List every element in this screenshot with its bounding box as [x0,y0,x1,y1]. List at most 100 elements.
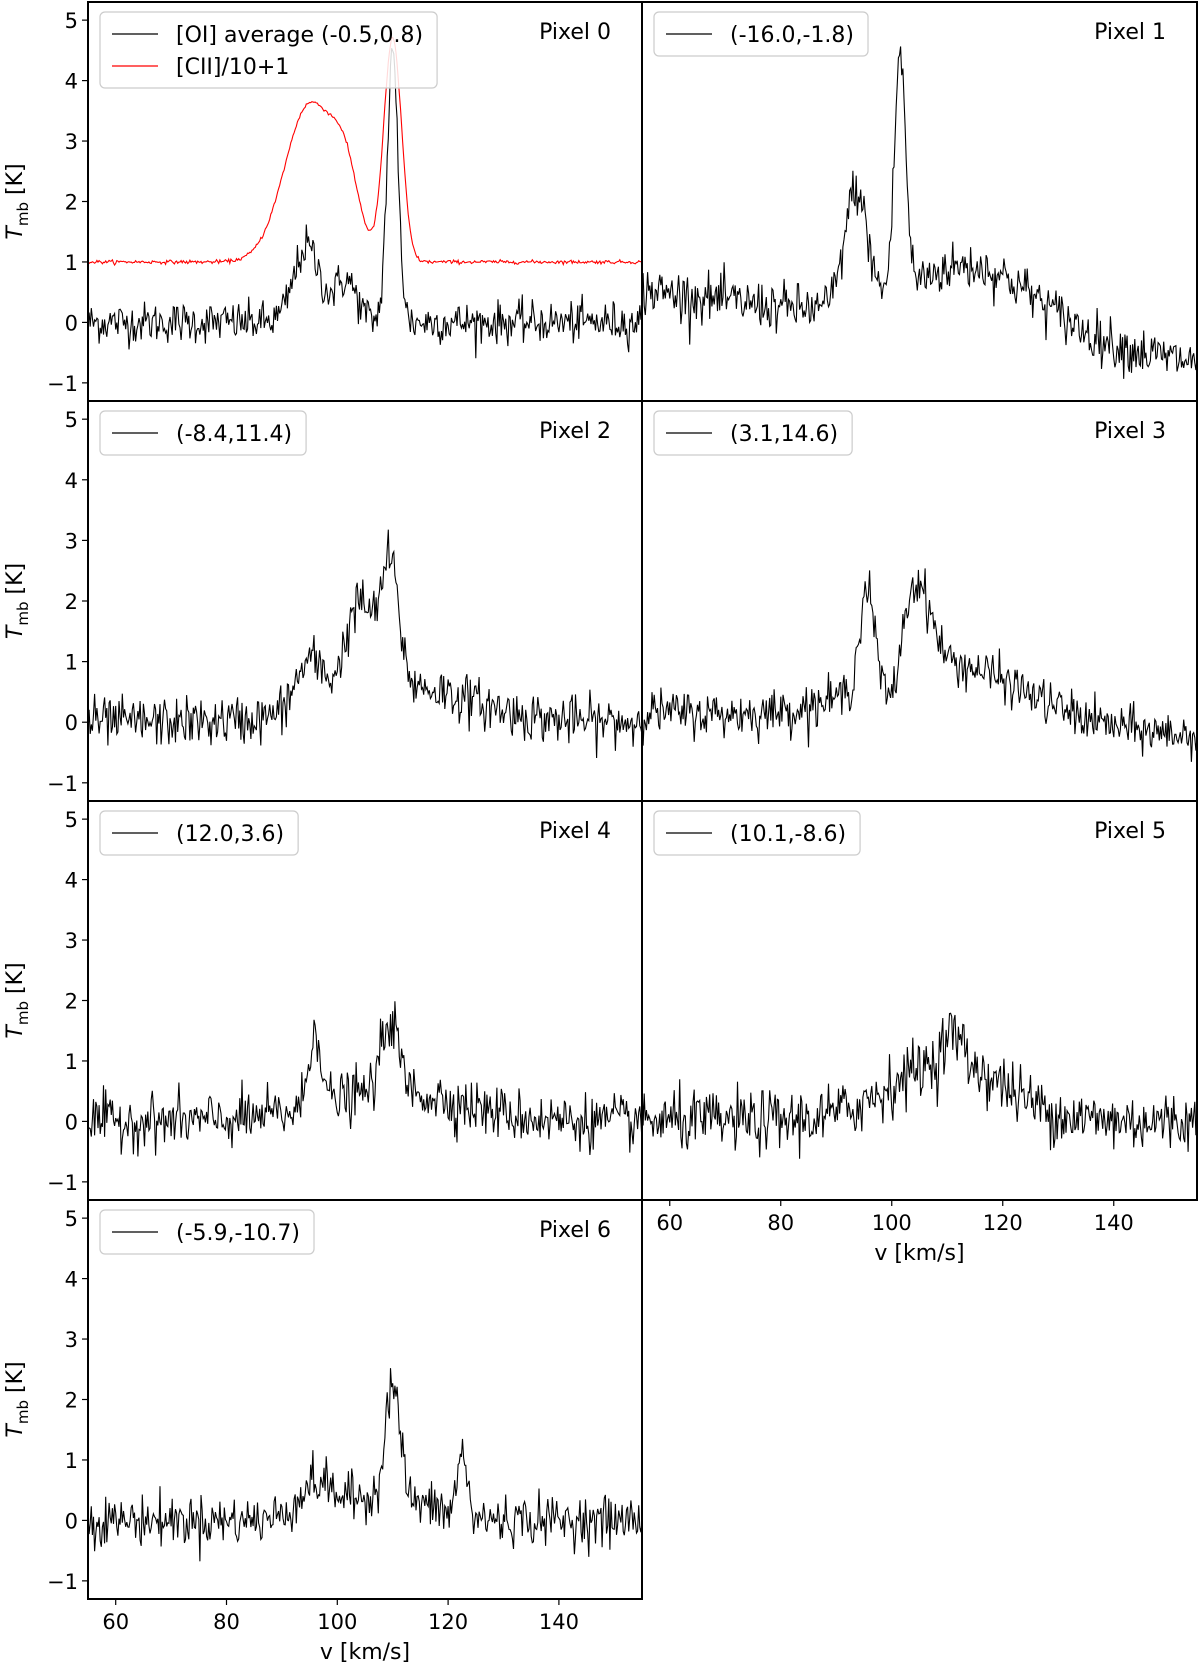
y-tick-label: 2 [65,191,78,215]
legend-box [653,11,869,57]
spectra-lines [88,36,642,359]
panel-pixel-5: 60 80 100 120 140 v [km/s] Pixel 5 (10.1,-8.6) [641,800,1198,1266]
panel-frame [87,1199,643,1600]
y-tick-label: 5 [65,1207,78,1231]
y-tick-label: 4 [65,469,78,493]
series-line-0 [642,46,1197,379]
series-line-0 [88,1001,642,1157]
y-axis-label: Tmb [K] [3,563,32,639]
legend-box [653,410,853,456]
y-tick-label: 2 [65,590,78,614]
panel-pixel-0: −1 0 1 2 3 4 5 Tmb [K] Pixel 0 [OI] average (-0.5… [3,1,643,402]
x-axis-label: v [km/s] [874,1241,964,1266]
y-tick-label: 3 [65,529,78,553]
x-tick-label: 100 [872,1211,912,1235]
y-tick-label: 5 [65,808,78,832]
spectra-lines [88,529,642,759]
legend-box [99,1209,315,1255]
pixel-label: Pixel 4 [539,819,611,844]
series-line-0 [642,1012,1197,1159]
x-tick-label: 100 [317,1610,357,1634]
panel-frame [641,800,1198,1201]
y-tick-label: 2 [65,1389,78,1413]
legend: [OI] average (-0.5,0.8) [CII]/10+1 [99,11,438,89]
panel-frame [641,1,1198,402]
y-tick-label: −1 [47,1570,78,1594]
y-tick-label: 3 [65,130,78,154]
spectra-lines [88,1368,642,1562]
panel-frame [87,400,643,802]
legend: (-5.9,-10.7) [99,1209,315,1255]
y-tick-label: 1 [65,1050,78,1074]
y-tick-label: 1 [65,251,78,275]
legend-box [653,810,861,856]
x-tick-label: 80 [767,1211,794,1235]
y-tick-label: −1 [47,772,78,796]
y-tick-label: 1 [65,651,78,675]
legend: (10.1,-8.6) [653,810,861,856]
x-tick-label: 60 [656,1211,683,1235]
legend-entry: [CII]/10+1 [176,55,289,80]
y-tick-label: 0 [65,1110,78,1134]
y-tick-label: 4 [65,70,78,94]
pixel-label: Pixel 0 [539,20,611,45]
x-axis-label: v [km/s] [320,1640,410,1665]
legend: (-16.0,-1.8) [653,11,869,57]
y-tick-label: 4 [65,869,78,893]
series-line-0 [88,529,642,759]
y-tick-label: 1 [65,1449,78,1473]
y-tick-label: −1 [47,1171,78,1195]
series-line-1 [88,36,642,267]
y-axis-label: Tmb [K] [3,962,32,1038]
y-tick-label: 5 [65,408,78,432]
legend-entry: (3.1,14.6) [730,422,838,447]
x-tick-label: 120 [983,1211,1023,1235]
legend: (3.1,14.6) [653,410,853,456]
series-line-0 [88,48,642,359]
pixel-label: Pixel 2 [539,419,611,444]
spectra-lines [88,1001,642,1157]
y-tick-label: 3 [65,929,78,953]
y-tick-label: 4 [65,1268,78,1292]
panel-pixel-3: Pixel 3 (3.1,14.6) [641,400,1198,802]
legend-entry: (-16.0,-1.8) [730,23,854,48]
pixel-label: Pixel 6 [539,1218,611,1243]
legend-entry: (10.1,-8.6) [730,822,846,847]
x-tick-label: 80 [213,1610,240,1634]
legend-box [99,810,299,856]
y-axis-label: Tmb [K] [3,1361,32,1437]
pixel-label: Pixel 5 [1094,819,1166,844]
panel-pixel-1: Pixel 1 (-16.0,-1.8) [641,1,1198,402]
panel-pixel-4: −1 0 1 2 3 4 5 Tmb [K] Pixel 4 (12.0,3.6) [3,800,643,1201]
spectra-lines [642,568,1197,762]
y-tick-label: 0 [65,1509,78,1533]
legend-entry: [OI] average (-0.5,0.8) [176,23,423,48]
panel-pixel-2: −1 0 1 2 3 4 5 Tmb [K] Pixel 2 (-8.4,11.4) [3,400,643,802]
panel-pixel-6: −1 0 1 2 3 4 5 60 80 100 120 140 v [km/s] Tmb [K] Pixe… [3,1199,643,1665]
y-tick-label: 5 [65,9,78,33]
series-line-0 [642,568,1197,762]
legend-entry: (-8.4,11.4) [176,422,292,447]
panel-frame [641,400,1198,802]
legend-box [99,410,307,456]
panel-frame [87,800,643,1201]
x-tick-label: 60 [102,1610,129,1634]
y-tick-label: 3 [65,1328,78,1352]
x-tick-label: 120 [428,1610,468,1634]
legend-box [99,11,438,89]
y-tick-label: 2 [65,990,78,1014]
pixel-label: Pixel 1 [1094,20,1166,45]
legend: (-8.4,11.4) [99,410,307,456]
legend-entry: (-5.9,-10.7) [176,1221,300,1246]
legend: (12.0,3.6) [99,810,299,856]
spectra-lines [642,46,1197,379]
y-tick-label: 0 [65,311,78,335]
legend-entry: (12.0,3.6) [176,822,284,847]
y-tick-label: 0 [65,711,78,735]
x-tick-label: 140 [1094,1211,1134,1235]
series-line-0 [88,1368,642,1562]
spectra-lines [642,1012,1197,1159]
x-tick-label: 140 [539,1610,579,1634]
y-axis-label: Tmb [K] [3,163,32,239]
